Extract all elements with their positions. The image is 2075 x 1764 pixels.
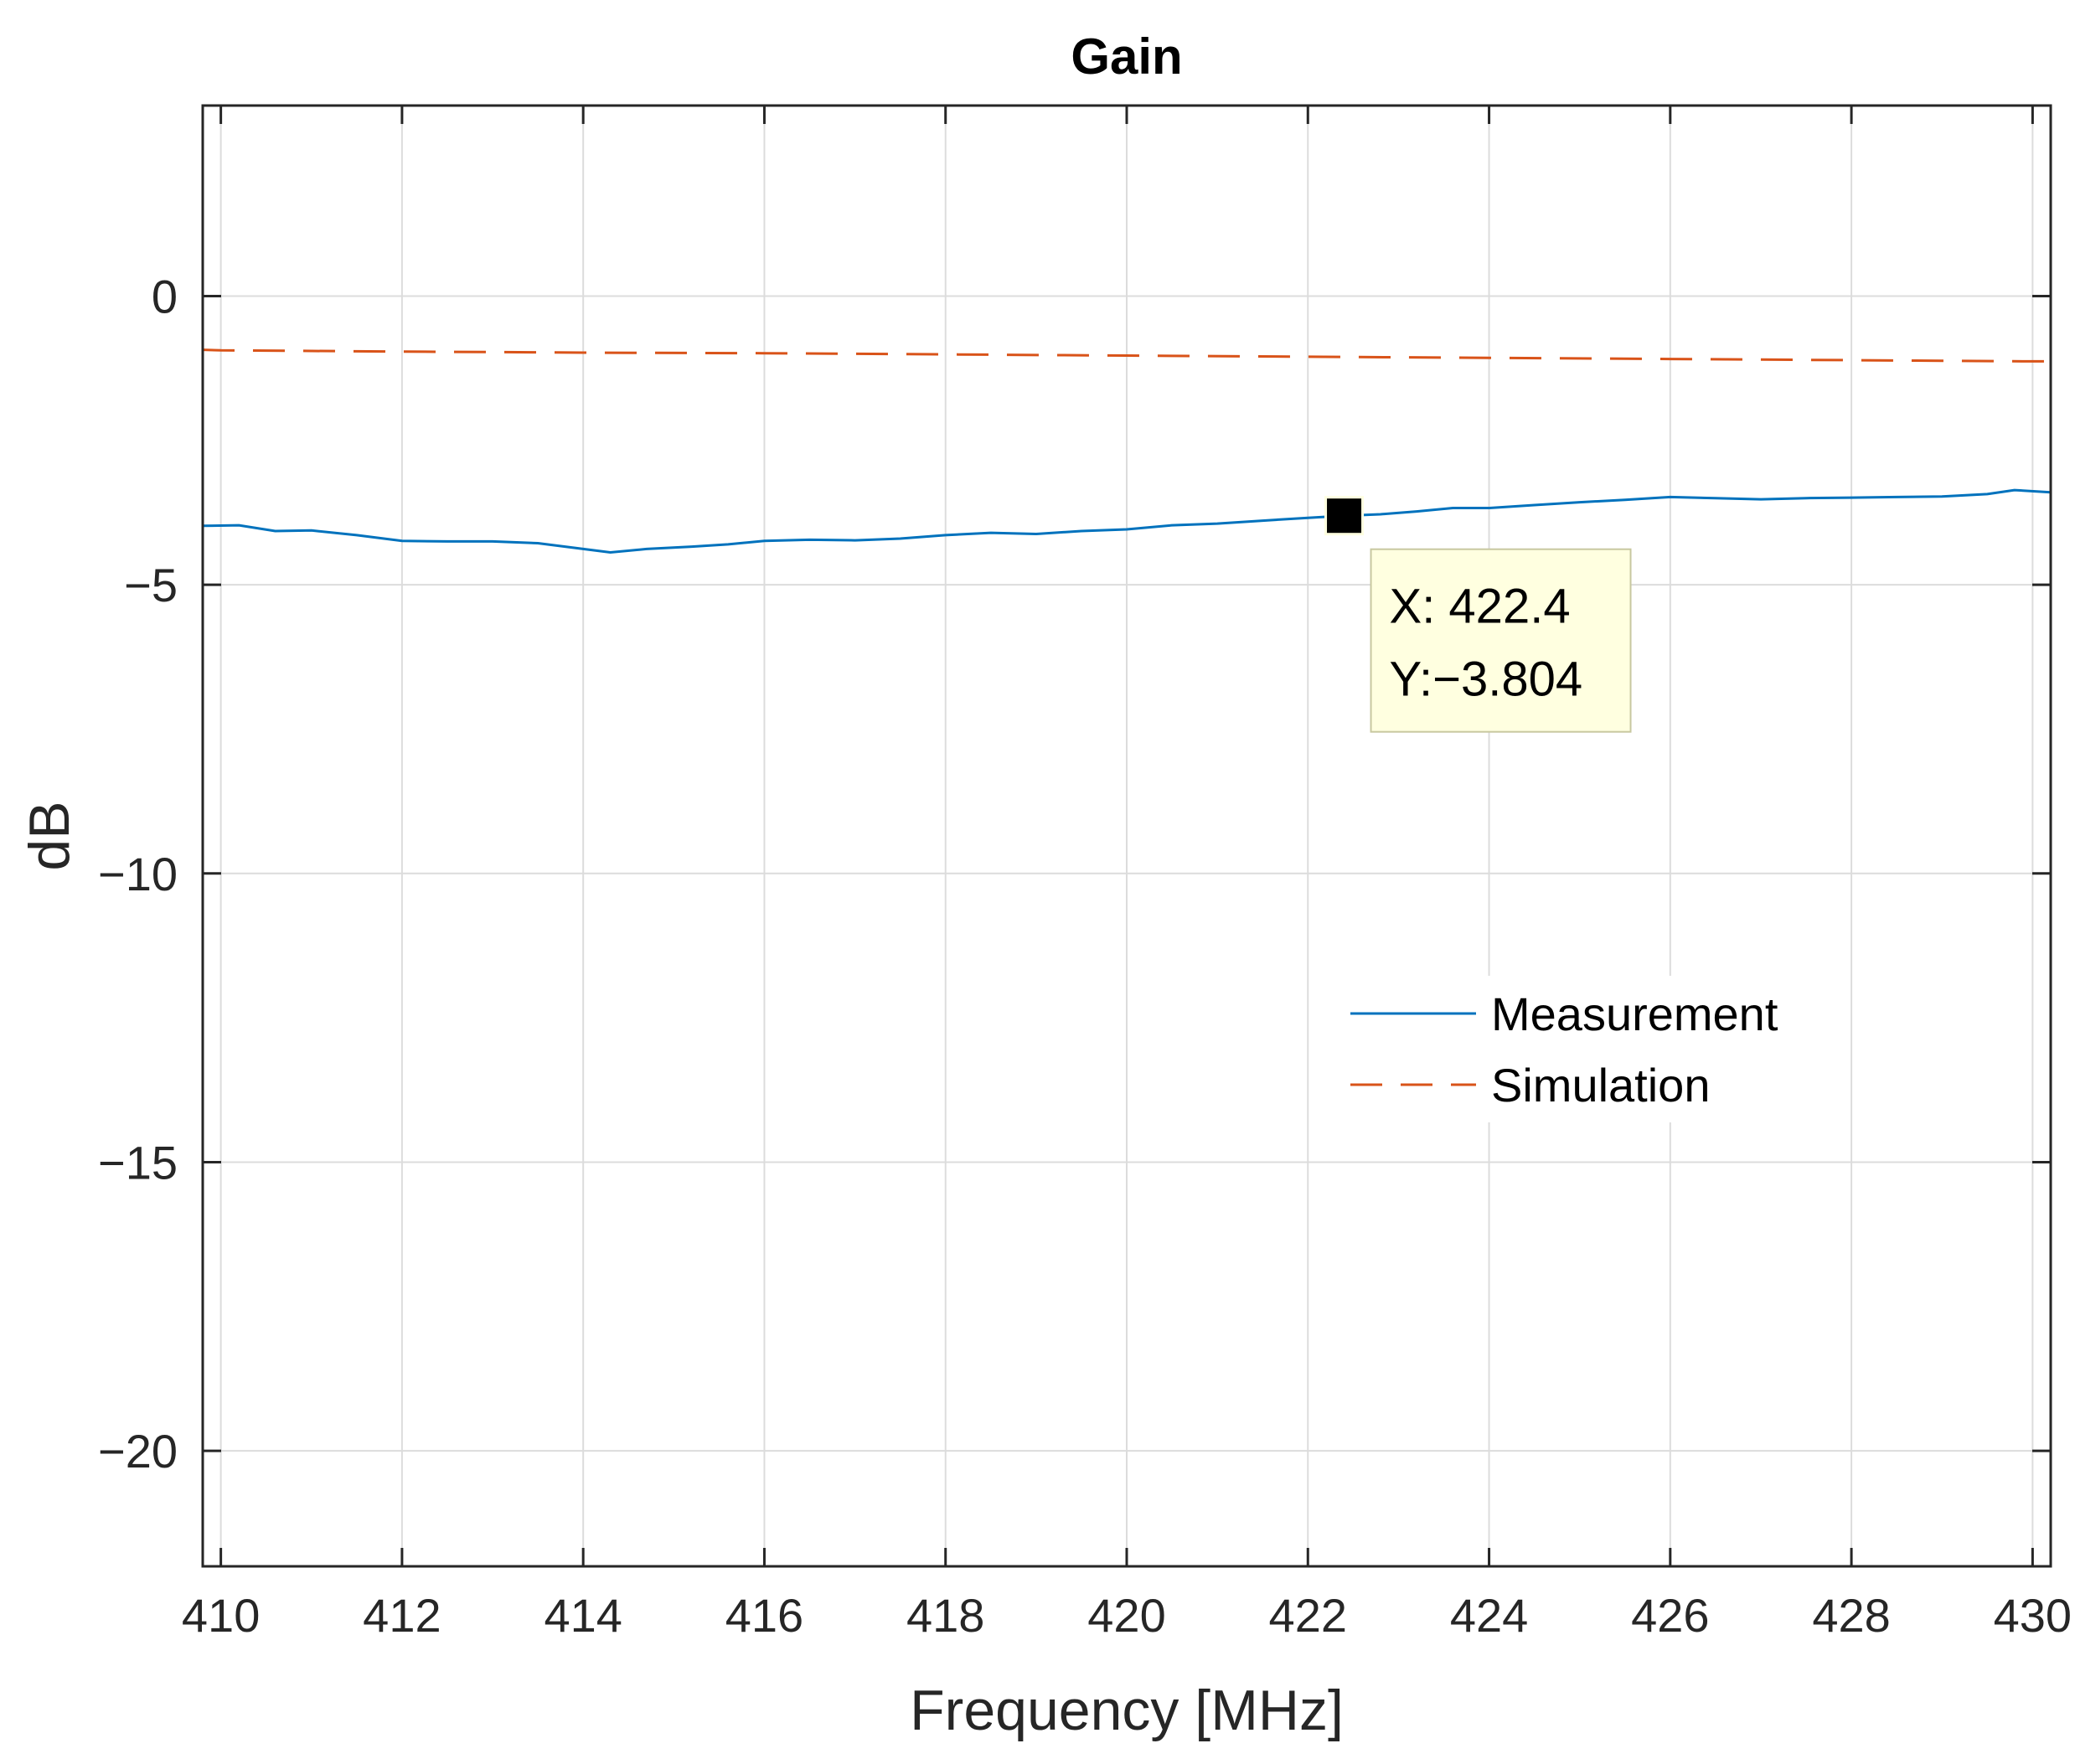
x-tick-label: 424	[1450, 1589, 1528, 1642]
legend-box	[1332, 976, 1818, 1122]
grid	[203, 106, 2051, 1566]
datatip-y-value: Y:−3.804	[1390, 652, 1583, 707]
series-line-simulation[interactable]	[202, 348, 2051, 363]
x-tick-label: 412	[363, 1589, 441, 1642]
datatip-marker[interactable]	[1324, 496, 1365, 536]
y-tick-label: −10	[98, 848, 178, 900]
datatip-x-value: X: 422.4	[1390, 580, 1571, 634]
x-tick-label: 414	[544, 1589, 622, 1642]
legend-label-simulation: Simulation	[1491, 1059, 1710, 1112]
datatip-box	[1370, 548, 1632, 733]
x-tick-label: 416	[725, 1589, 803, 1642]
x-tick-label: 428	[1812, 1589, 1890, 1642]
x-tick-label: 420	[1087, 1589, 1165, 1642]
datatip[interactable]: X: 422.4 Y:−3.804	[1324, 496, 1632, 733]
chart-title: Gain	[1071, 28, 1182, 85]
legend[interactable]: Measurement Simulation	[1332, 976, 1818, 1122]
x-tick-label: 418	[906, 1589, 984, 1642]
series-line-measurement[interactable]	[202, 488, 2052, 554]
series-layer	[202, 348, 2052, 554]
y-tick-label: −20	[98, 1425, 178, 1478]
tick-labels: 410 412 414 416 418 420 422 424 426 428 430 0 −5 −10 −…	[98, 270, 2072, 1642]
x-tick-label: 422	[1269, 1589, 1347, 1642]
x-axis-label: Frequency [MHz]	[910, 1679, 1344, 1742]
legend-label-measurement: Measurement	[1491, 988, 1778, 1040]
y-tick-label: −5	[124, 559, 178, 611]
ticks	[203, 106, 2051, 1566]
x-tick-label: 426	[1631, 1589, 1709, 1642]
y-tick-label: 0	[152, 270, 178, 322]
x-tick-label: 410	[182, 1589, 260, 1642]
y-tick-label: −15	[98, 1136, 178, 1189]
y-axis-label: dB	[18, 801, 81, 870]
x-tick-label: 430	[1994, 1589, 2072, 1642]
